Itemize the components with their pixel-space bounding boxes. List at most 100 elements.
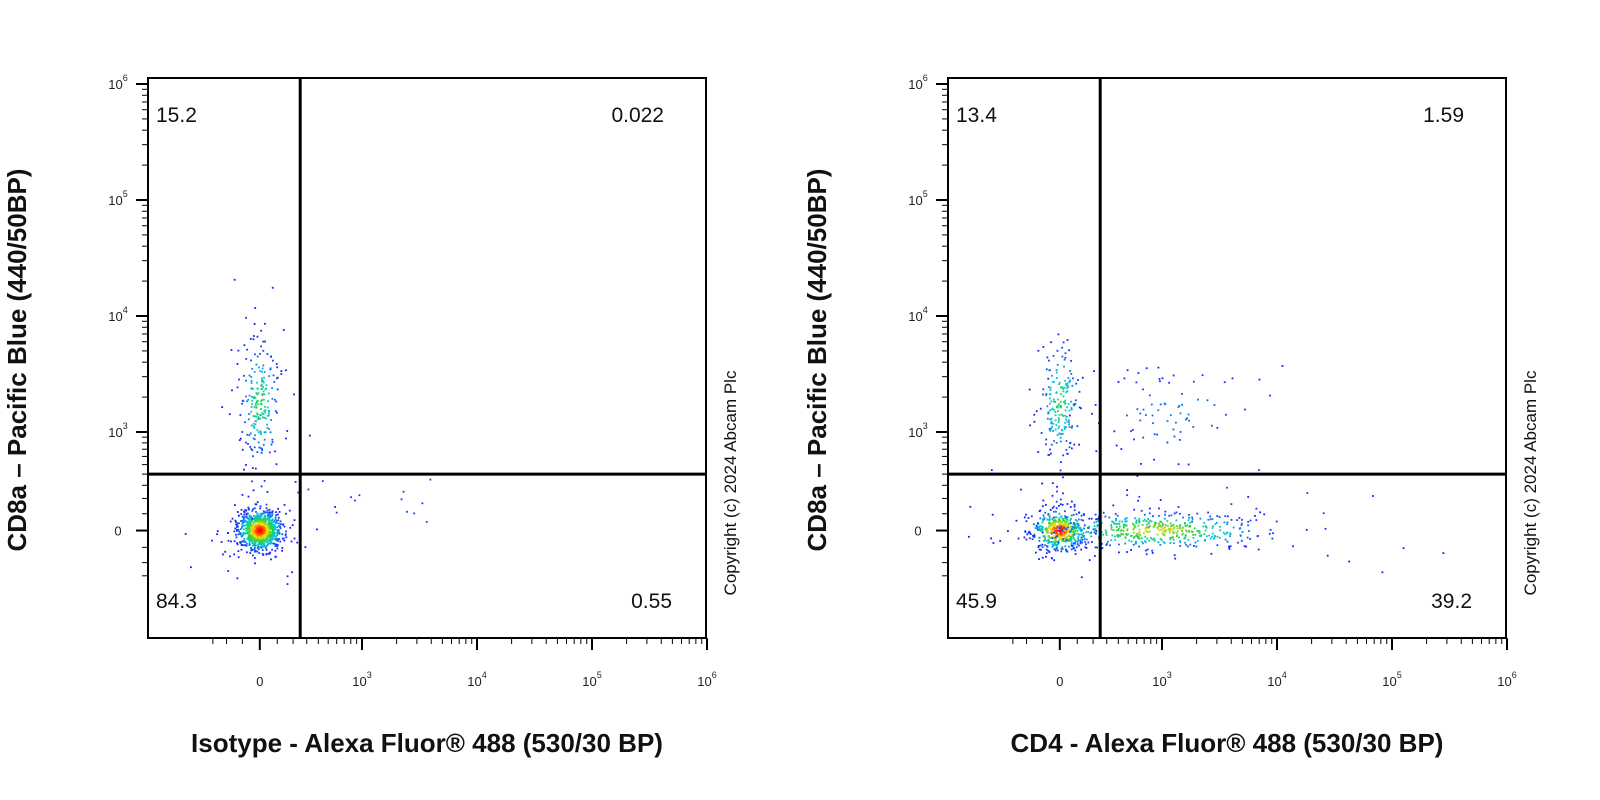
event-dot [274, 526, 277, 529]
event-dot [1056, 535, 1059, 538]
event-dot [1049, 448, 1051, 451]
event-dot [1053, 521, 1056, 524]
event-dot [1158, 378, 1161, 380]
event-dot [1090, 531, 1093, 534]
event-dot [1047, 513, 1050, 515]
event-dot [1205, 526, 1208, 529]
event-dot [275, 556, 277, 558]
event-dot [1055, 527, 1058, 530]
event-dot [254, 557, 256, 559]
event-dot [1066, 519, 1069, 522]
event-dot [1182, 516, 1184, 519]
event-dot [1049, 541, 1052, 544]
event-dot [243, 513, 246, 516]
event-dot [248, 529, 251, 531]
event-dot [261, 525, 264, 528]
event-dot [257, 535, 260, 537]
event-dot [254, 307, 257, 309]
event-dot [1056, 525, 1058, 528]
event-dot [243, 521, 245, 524]
event-dot [1056, 490, 1058, 493]
event-dot [1036, 528, 1039, 531]
event-dot [229, 520, 232, 523]
event-dot [1055, 424, 1058, 426]
event-dot [248, 418, 250, 421]
event-dot [1045, 368, 1048, 371]
event-dot [264, 411, 267, 414]
event-dot [1039, 548, 1042, 551]
event-dot [234, 504, 236, 506]
event-dot [1169, 542, 1172, 544]
event-dot [237, 511, 239, 513]
event-dot [1082, 532, 1085, 535]
event-dot [1176, 527, 1179, 530]
event-dot [265, 530, 268, 533]
event-dot [265, 503, 268, 506]
event-dot [259, 353, 261, 355]
event-dot [275, 463, 278, 466]
event-dot [1130, 549, 1132, 551]
y-tick-label: 103 [908, 421, 927, 440]
event-dot [1164, 403, 1167, 406]
event-dot [1134, 542, 1137, 545]
event-dot [277, 513, 279, 516]
event-dot [261, 537, 264, 540]
event-dot [1079, 529, 1082, 532]
event-dot [250, 516, 253, 519]
event-dot [235, 533, 237, 536]
event-dot [269, 513, 271, 515]
event-dot [1248, 530, 1250, 532]
event-dot [266, 541, 269, 544]
event-dot [1072, 527, 1075, 530]
event-dot [252, 537, 255, 540]
event-dot [1037, 523, 1040, 525]
event-dot [1074, 541, 1076, 544]
event-dot [269, 511, 272, 514]
event-dot [1164, 524, 1167, 526]
event-dot [244, 421, 246, 424]
event-dot [1028, 388, 1031, 391]
event-dot [334, 506, 336, 508]
event-dot [1062, 476, 1064, 479]
event-dot [264, 520, 266, 523]
event-dot [253, 397, 255, 400]
event-dot [260, 400, 263, 402]
event-dot [257, 514, 260, 517]
event-dot [1048, 531, 1051, 534]
event-dot [1052, 520, 1055, 522]
event-dot [1184, 541, 1186, 544]
event-dot [262, 512, 265, 515]
event-dot [1057, 525, 1060, 528]
event-dot [1138, 537, 1141, 540]
event-dot [1168, 530, 1171, 532]
event-dot [304, 546, 307, 548]
event-dot [237, 556, 240, 559]
event-dot [1216, 544, 1219, 547]
event-dot [1223, 521, 1226, 524]
event-dot [1062, 519, 1065, 522]
event-dot [1067, 403, 1070, 405]
event-dot [1040, 432, 1043, 434]
event-dot [282, 329, 285, 331]
event-dot [293, 519, 296, 521]
event-dot [227, 539, 230, 542]
event-dot [1165, 529, 1167, 531]
event-dot [1172, 532, 1174, 535]
event-dot [1226, 521, 1229, 524]
event-dot [1101, 522, 1103, 525]
event-dot [1056, 485, 1058, 488]
event-dot [1064, 540, 1066, 543]
event-dot [1078, 443, 1080, 446]
event-dot [1225, 532, 1228, 535]
event-dot [261, 549, 264, 551]
event-dot [1061, 429, 1064, 432]
event-dot [260, 345, 262, 348]
event-dot [1091, 412, 1093, 415]
event-dot [1213, 404, 1216, 406]
event-dot [1045, 529, 1048, 531]
event-dot [259, 417, 261, 420]
event-dot [251, 399, 254, 402]
event-dot [1208, 534, 1211, 537]
event-dot [1145, 414, 1147, 416]
